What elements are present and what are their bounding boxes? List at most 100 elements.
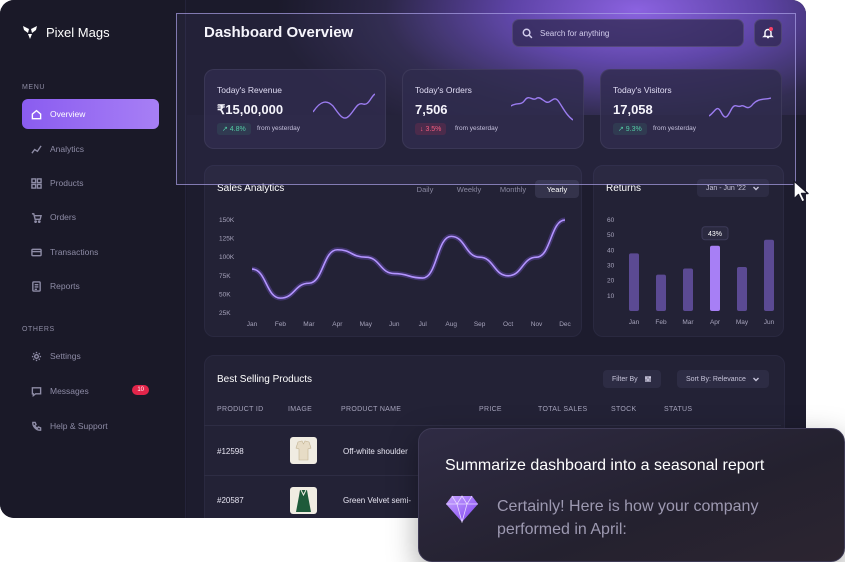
menu-section-label: MENU <box>22 84 46 91</box>
returns-bar[interactable] <box>764 239 774 311</box>
x-tick-label: Feb <box>275 321 287 328</box>
returns-range-dropdown[interactable]: Jan - Jun '22 <box>697 179 769 197</box>
stat-change: ↗ 4.8% <box>217 123 251 135</box>
sidebar-item-products[interactable]: Products <box>22 168 159 198</box>
tab-weekly[interactable]: Weekly <box>456 184 482 194</box>
sidebar-item-overview[interactable]: Overview <box>22 99 159 129</box>
cell-product-id: #12598 <box>217 447 244 456</box>
x-tick-label: Aug <box>445 321 457 328</box>
column-header-product-name[interactable]: PRODUCT NAME <box>341 406 402 413</box>
brand[interactable]: Pixel Mags <box>22 24 110 40</box>
others-section-label: OTHERS <box>22 326 55 333</box>
stat-label: Today's Visitors <box>613 85 672 95</box>
brand-logo-icon <box>23 26 37 39</box>
sidebar-item-reports[interactable]: Reports <box>22 271 159 301</box>
product-thumbnail <box>290 437 317 464</box>
x-tick-label: Feb <box>655 319 667 326</box>
stat-change: ↓ 3.5% <box>415 123 447 135</box>
stat-value: 17,058 <box>613 102 653 117</box>
x-tick-label: Jan <box>247 321 258 328</box>
returns-bar[interactable] <box>629 253 639 311</box>
chat-reply: Certainly! Here is how your company perf… <box>497 498 759 538</box>
page-title: Dashboard Overview <box>204 24 354 41</box>
sidebar-item-help[interactable]: Help & Support <box>22 411 159 441</box>
y-tick-label: 10 <box>607 293 615 300</box>
returns-title: Returns <box>606 183 642 194</box>
x-tick-label: Sep <box>474 321 486 328</box>
report-icon <box>32 280 41 292</box>
tab-daily[interactable]: Daily <box>416 184 434 194</box>
sales-line-chart: 150K 125K 100K 75K 50K 25K Jan Feb Mar Apr May Jun J… <box>219 217 572 328</box>
returns-tooltip-label: 43% <box>708 231 722 238</box>
sort-label: Sort By: Relevance <box>686 375 746 383</box>
y-tick-label: 50 <box>607 232 615 239</box>
home-icon <box>31 109 42 119</box>
column-header-product-id[interactable]: PRODUCT ID <box>217 406 264 413</box>
sidebar-item-settings[interactable]: Settings <box>22 341 159 371</box>
returns-bar[interactable] <box>710 245 720 311</box>
stat-sub: from yesterday <box>653 125 696 132</box>
filter-button[interactable]: Filter By <box>603 370 661 388</box>
notifications-button[interactable] <box>754 19 782 47</box>
returns-bar-chart: 60 50 40 30 20 10 Jan Feb Mar Apr 43% May Jun <box>607 217 775 326</box>
sidebar: Pixel Mags MENU Overview Analytics Produ… <box>0 0 186 518</box>
x-tick-label: Apr <box>710 319 721 326</box>
x-tick-label: Jul <box>419 321 428 328</box>
x-tick-label: Mar <box>303 321 315 328</box>
table-divider <box>204 425 781 426</box>
card-icon <box>31 248 42 256</box>
sidebar-item-analytics[interactable]: Analytics <box>22 134 159 164</box>
sidebar-item-label: Help & Support <box>50 421 108 431</box>
x-tick-label: Jan <box>629 319 640 326</box>
brand-name: Pixel Mags <box>46 24 110 40</box>
stat-value: 7,506 <box>415 102 448 117</box>
sidebar-item-messages[interactable]: Messages 10 <box>22 376 159 406</box>
messages-count-badge: 10 <box>132 385 149 395</box>
column-header-price[interactable]: PRICE <box>479 406 502 413</box>
search-icon <box>522 28 533 38</box>
product-thumbnail <box>290 487 317 514</box>
dress-image-icon <box>296 489 311 512</box>
x-tick-label: Oct <box>503 321 513 328</box>
stat-sub: from yesterday <box>257 125 300 132</box>
returns-bar[interactable] <box>683 268 693 311</box>
column-header-status[interactable]: STATUS <box>664 406 693 413</box>
column-header-stock[interactable]: STOCK <box>611 406 637 413</box>
mouse-cursor-icon <box>793 180 809 203</box>
sidebar-item-transactions[interactable]: Transactions <box>22 237 159 267</box>
sparkline-orders <box>511 96 573 121</box>
sidebar-item-label: Settings <box>50 351 81 361</box>
search-input[interactable]: Search for anything <box>512 19 744 47</box>
tab-monthly[interactable]: Monthly <box>499 184 527 194</box>
returns-bar[interactable] <box>656 274 666 311</box>
stat-card-orders[interactable]: Today's Orders 7,506 ↓ 3.5% from yesterd… <box>402 69 584 149</box>
returns-bar[interactable] <box>737 267 747 311</box>
stat-card-revenue[interactable]: Today's Revenue ₹15,00,000 ↗ 4.8% from y… <box>204 69 386 149</box>
stat-label: Today's Orders <box>415 85 472 95</box>
x-tick-label: May <box>736 319 749 326</box>
x-tick-label: Jun <box>389 321 400 328</box>
cell-product-name: Green Velvet semi- <box>343 496 412 505</box>
y-tick-label: 150K <box>219 217 235 224</box>
sidebar-item-label: Transactions <box>50 247 99 257</box>
sidebar-item-orders[interactable]: Orders <box>22 202 159 232</box>
sales-analytics-panel: Sales Analytics Daily Weekly Monthly Yea… <box>204 165 582 337</box>
sales-analytics-title: Sales Analytics <box>217 183 285 194</box>
y-tick-label: 60 <box>607 217 615 224</box>
shirt-image-icon <box>295 440 312 461</box>
y-tick-label: 75K <box>219 273 231 280</box>
chat-prompt: Summarize dashboard into a seasonal repo… <box>445 457 765 474</box>
y-tick-label: 20 <box>607 278 615 285</box>
column-header-total-sales[interactable]: TOTAL SALES <box>538 406 588 413</box>
sidebar-item-label: Analytics <box>50 144 85 154</box>
sort-dropdown[interactable]: Sort By: Relevance <box>677 370 769 388</box>
column-header-image[interactable]: IMAGE <box>288 406 313 413</box>
y-tick-label: 40 <box>607 247 615 254</box>
analytics-icon <box>31 144 42 154</box>
sidebar-item-label: Orders <box>50 212 76 222</box>
sparkline-visitors <box>709 97 771 118</box>
sidebar-item-label: Products <box>50 178 84 188</box>
returns-tooltip <box>701 226 729 241</box>
stat-card-visitors[interactable]: Today's Visitors 17,058 ↗ 9.3% from yest… <box>600 69 782 149</box>
